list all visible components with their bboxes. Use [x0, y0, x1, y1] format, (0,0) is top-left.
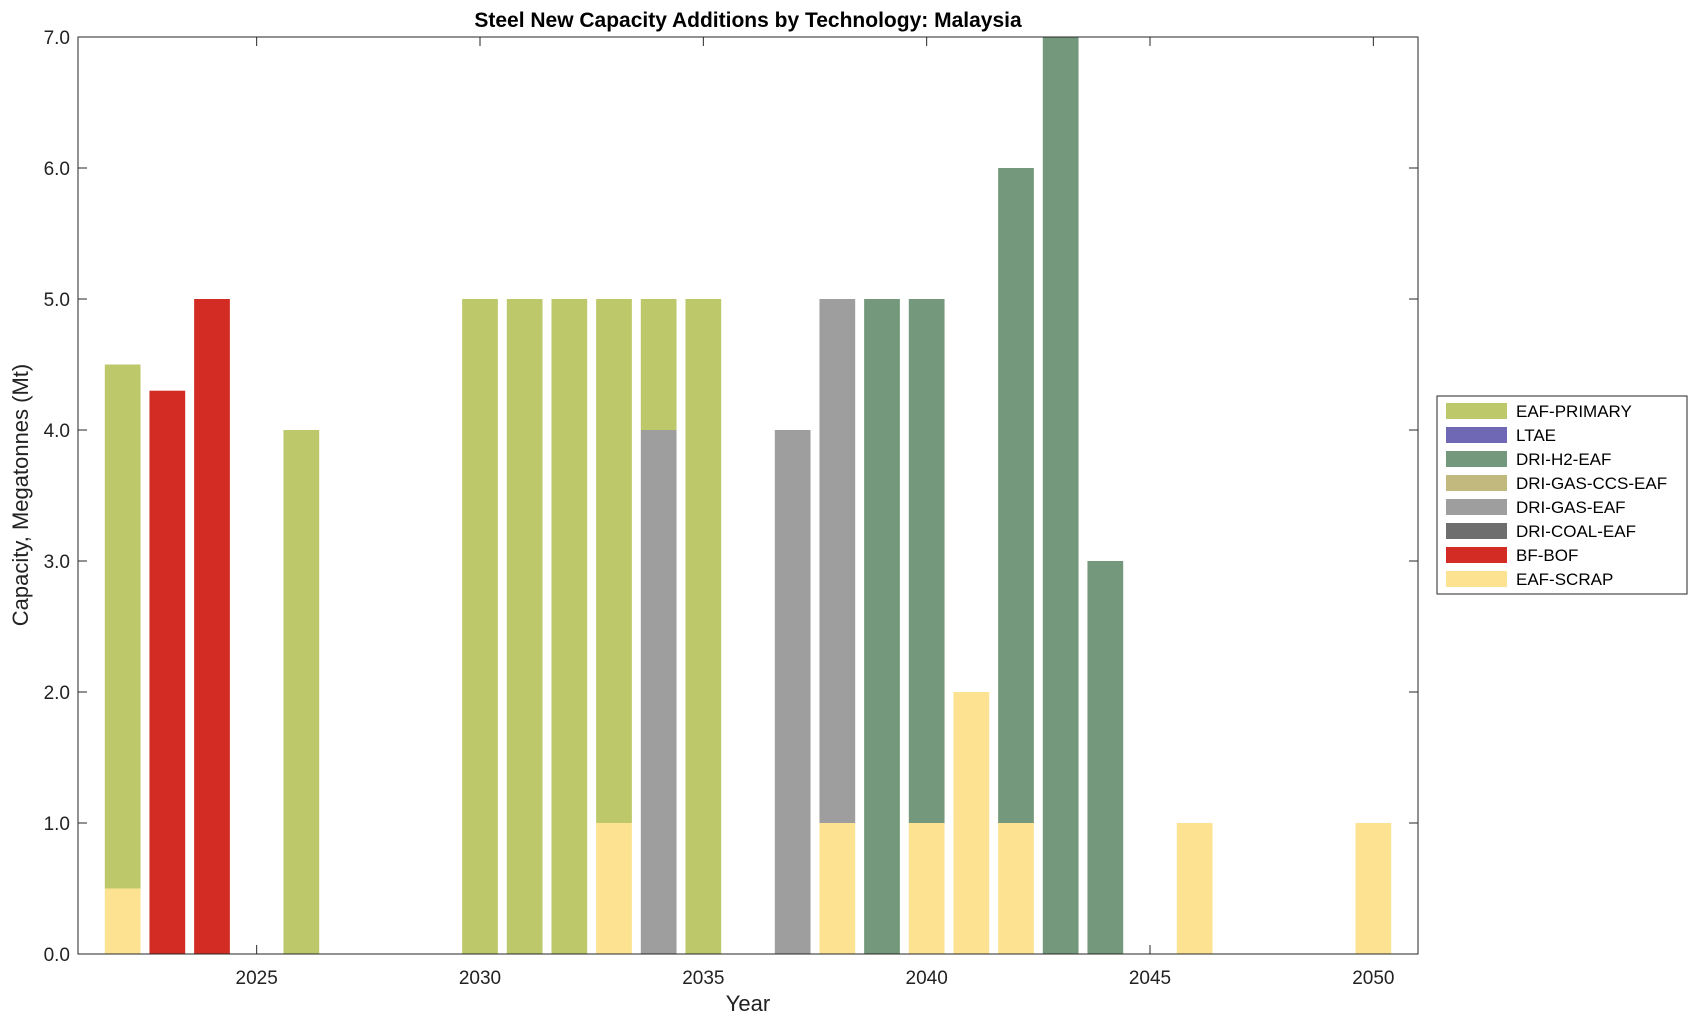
bar-dri-gas-eaf-2038: [819, 299, 856, 823]
bar-eaf-primary-2034: [640, 299, 677, 430]
y-tick-label: 2.0: [44, 683, 70, 704]
y-tick-label: 1.0: [44, 814, 70, 835]
legend-swatch: [1446, 523, 1507, 539]
legend-label: DRI-GAS-EAF: [1516, 498, 1626, 517]
bar-eaf-scrap-2033: [596, 823, 632, 954]
bar-eaf-scrap-2022: [104, 888, 141, 954]
bar-eaf-primary-2033: [596, 299, 632, 823]
x-tick-label: 2045: [1129, 968, 1171, 989]
bar-dri-h2-eaf-2040: [908, 299, 945, 823]
legend-label: DRI-H2-EAF: [1516, 450, 1611, 469]
bar-eaf-scrap-2042: [998, 823, 1034, 954]
bar-dri-gas-eaf-2034: [640, 430, 677, 954]
legend-swatch: [1446, 427, 1507, 443]
legend-swatch: [1446, 547, 1507, 563]
plot-area: [77, 36, 1419, 955]
legend-label: EAF-SCRAP: [1516, 570, 1613, 589]
legend: EAF-PRIMARY LTAE DRI-H2-EAF DRI-GAS-CCS-EAF…: [1436, 395, 1688, 595]
bar-eaf-primary-2026: [283, 430, 320, 954]
legend-label: BF-BOF: [1516, 546, 1578, 565]
x-tick-label: 2050: [1352, 968, 1394, 989]
y-tick-label: 4.0: [44, 421, 70, 442]
legend-swatch: [1446, 571, 1507, 587]
x-tick-label: 2040: [906, 968, 948, 989]
x-axis-label: Year: [726, 991, 770, 1016]
bar-dri-h2-eaf-2039: [864, 299, 900, 954]
x-tick-label: 2030: [459, 968, 501, 989]
bar-bf-bof-2024: [194, 299, 230, 954]
bars-group: [104, 37, 1392, 954]
legend-label: EAF-PRIMARY: [1516, 402, 1632, 421]
legend-label: DRI-COAL-EAF: [1516, 522, 1636, 541]
y-tick-label: 5.0: [44, 290, 70, 311]
bar-eaf-primary-2030: [462, 299, 498, 954]
y-tick-label: 7.0: [44, 28, 70, 49]
legend-swatch: [1446, 451, 1507, 467]
bar-eaf-scrap-2038: [819, 823, 856, 954]
bar-eaf-primary-2031: [506, 299, 543, 954]
chart-title: Steel New Capacity Additions by Technolo…: [474, 9, 1022, 32]
bar-eaf-scrap-2041: [953, 692, 990, 954]
bar-bf-bof-2023: [149, 390, 186, 954]
legend-swatch: [1446, 499, 1507, 515]
legend-swatch: [1446, 403, 1507, 419]
bar-dri-h2-eaf-2044: [1087, 561, 1124, 954]
legend-label: LTAE: [1516, 426, 1556, 445]
plot-border: [77, 36, 1419, 955]
x-tick-label: 2025: [236, 968, 278, 989]
bar-dri-gas-eaf-2037: [774, 430, 811, 954]
bar-eaf-scrap-2046: [1176, 823, 1213, 954]
y-tick-labels: 0.0 1.0 2.0 3.0 4.0 5.0 6.0 7.0: [44, 28, 70, 966]
bar-eaf-primary-2035: [685, 299, 722, 954]
bar-dri-h2-eaf-2042: [998, 168, 1034, 823]
bar-eaf-scrap-2050: [1355, 823, 1392, 954]
x-tick-labels: 2025 2030 2035 2040 2045 2050: [236, 968, 1395, 989]
x-tick-label: 2035: [682, 968, 724, 989]
bar-eaf-scrap-2040: [908, 823, 945, 954]
bar-dri-h2-eaf-2043: [1042, 37, 1079, 954]
bar-eaf-primary-2032: [551, 299, 588, 954]
legend-label: DRI-GAS-CCS-EAF: [1516, 474, 1667, 493]
legend-swatch: [1446, 475, 1507, 491]
y-tick-label: 3.0: [44, 552, 70, 573]
y-axis-label: Capacity, Megatonnes (Mt): [8, 364, 33, 626]
bar-eaf-primary-2022: [104, 364, 141, 889]
y-tick-label: 6.0: [44, 159, 70, 180]
y-tick-label: 0.0: [44, 945, 70, 966]
